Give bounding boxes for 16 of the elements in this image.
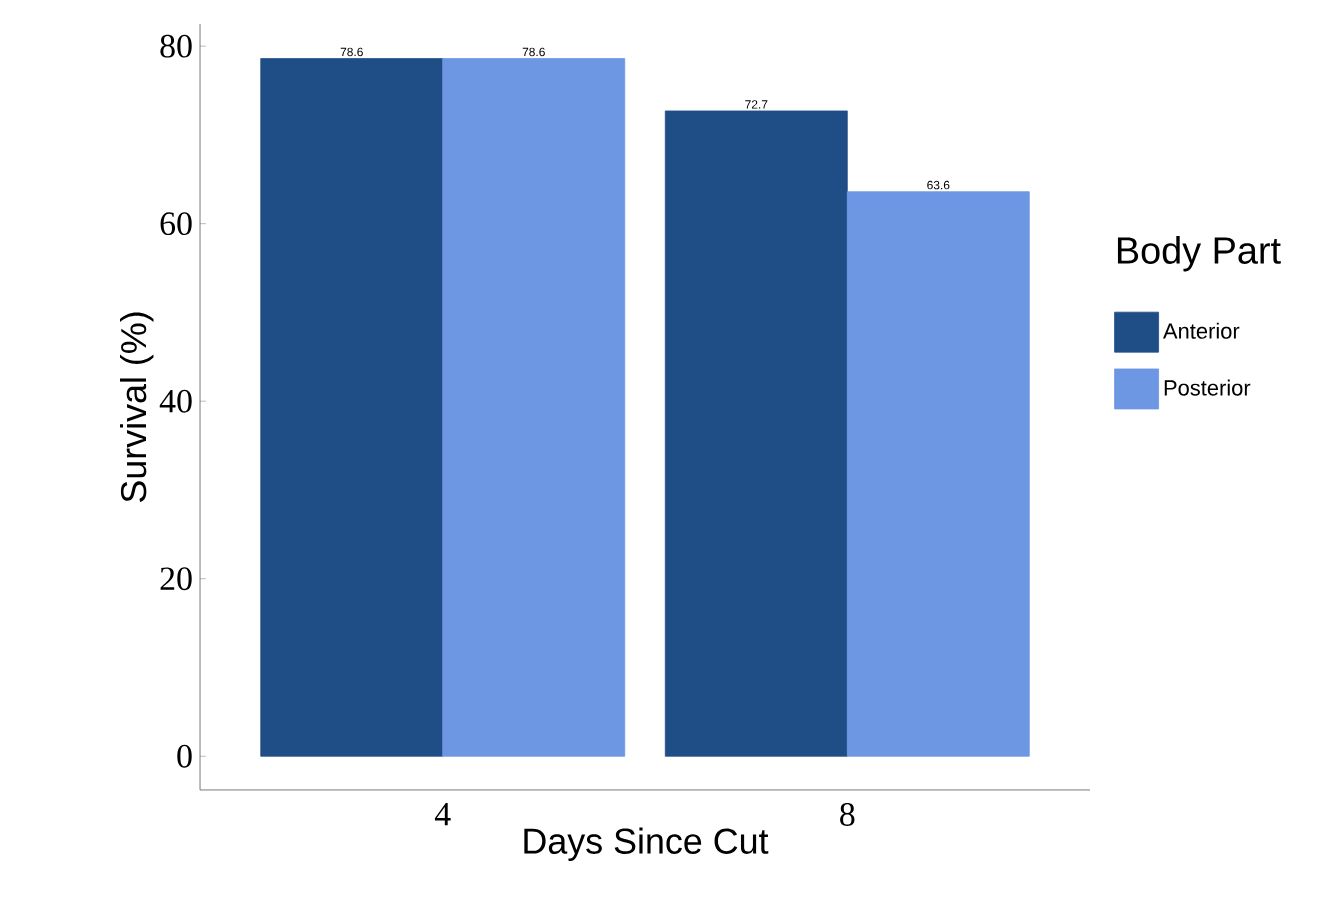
- x-tick-label: 8: [840, 803, 855, 826]
- legend-title: Body Part: [1117, 236, 1281, 272]
- x-tick-label: 4: [434, 803, 451, 826]
- bar: [846, 191, 1030, 757]
- x-axis-title: Days Since Cut: [524, 827, 769, 861]
- legend-label: Anterior: [1163, 322, 1240, 339]
- bar: [664, 110, 848, 757]
- y-tick-label: 40: [159, 389, 192, 413]
- y-tick-label: 60: [160, 212, 192, 236]
- bar: [442, 58, 626, 757]
- bar: [260, 58, 444, 757]
- y-tick-label: 80: [160, 34, 192, 58]
- legend-label: Posterior: [1164, 379, 1251, 396]
- y-axis-title: Survival (%): [120, 312, 154, 502]
- y-tick-label: 20: [160, 567, 192, 591]
- y-tick-label: 0: [177, 744, 192, 768]
